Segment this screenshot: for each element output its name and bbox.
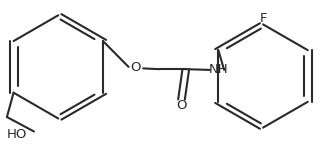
Text: NH: NH <box>208 63 228 76</box>
Text: O: O <box>176 99 187 112</box>
Text: O: O <box>131 61 141 74</box>
Text: HO: HO <box>7 128 28 141</box>
Text: F: F <box>259 12 267 25</box>
